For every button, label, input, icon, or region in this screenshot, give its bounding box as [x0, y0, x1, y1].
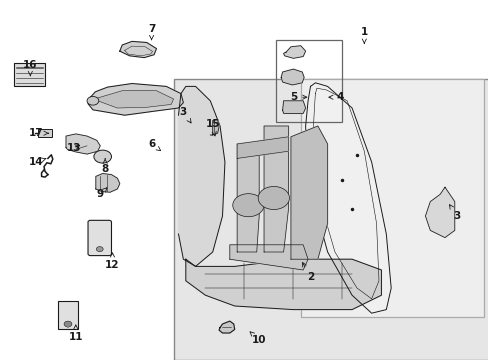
Text: 1: 1	[360, 27, 367, 43]
Polygon shape	[264, 126, 288, 252]
Polygon shape	[185, 259, 381, 310]
Bar	[173, 79, 488, 360]
Text: 2: 2	[302, 262, 313, 282]
Polygon shape	[178, 86, 224, 266]
Circle shape	[64, 321, 72, 327]
Text: 17: 17	[28, 128, 48, 138]
Polygon shape	[120, 41, 156, 58]
Text: 8: 8	[102, 159, 108, 174]
Text: 10: 10	[249, 332, 266, 345]
Text: 3: 3	[448, 205, 460, 221]
Circle shape	[258, 186, 289, 210]
Polygon shape	[219, 321, 234, 333]
Bar	[276, 40, 342, 122]
Text: 15: 15	[205, 119, 220, 136]
Bar	[58, 301, 78, 329]
Polygon shape	[237, 144, 259, 252]
Text: 6: 6	[148, 139, 161, 151]
Polygon shape	[98, 91, 173, 108]
Circle shape	[94, 150, 111, 163]
Polygon shape	[237, 137, 288, 158]
Polygon shape	[88, 84, 183, 115]
Text: 13: 13	[67, 143, 81, 153]
Text: 16: 16	[23, 60, 38, 76]
Text: 11: 11	[68, 325, 83, 342]
Polygon shape	[305, 83, 390, 313]
Polygon shape	[283, 46, 305, 58]
Bar	[300, 79, 483, 317]
FancyBboxPatch shape	[88, 220, 111, 256]
Text: 12: 12	[105, 253, 120, 270]
Polygon shape	[229, 245, 307, 270]
Polygon shape	[66, 134, 100, 154]
Polygon shape	[281, 69, 304, 85]
Text: 4: 4	[328, 92, 343, 102]
Text: 9: 9	[97, 188, 107, 199]
Text: 5: 5	[289, 92, 306, 102]
Circle shape	[96, 247, 103, 252]
Polygon shape	[210, 120, 219, 135]
Circle shape	[87, 96, 99, 105]
Text: 14: 14	[28, 157, 46, 167]
Polygon shape	[282, 101, 305, 113]
Circle shape	[232, 194, 264, 217]
Polygon shape	[290, 126, 327, 259]
Bar	[38, 129, 52, 137]
Polygon shape	[96, 174, 120, 192]
Bar	[14, 63, 45, 86]
Text: 3: 3	[180, 107, 191, 123]
Polygon shape	[425, 187, 454, 238]
Text: 7: 7	[147, 24, 155, 40]
